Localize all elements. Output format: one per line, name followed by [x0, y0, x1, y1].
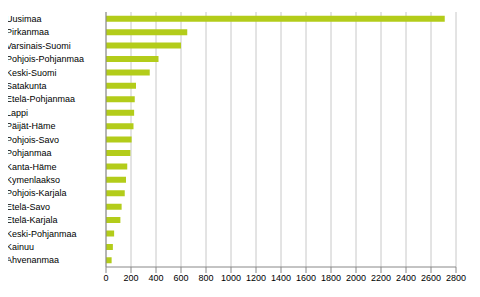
svg-text:Varsinais-Suomi: Varsinais-Suomi — [8, 41, 71, 51]
svg-text:Päijät-Häme: Päijät-Häme — [8, 121, 56, 131]
svg-text:2800: 2800 — [446, 273, 466, 283]
svg-text:800: 800 — [198, 273, 213, 283]
svg-text:Pohjois-Karjala: Pohjois-Karjala — [8, 188, 67, 198]
svg-text:1200: 1200 — [246, 273, 266, 283]
svg-text:Satakunta: Satakunta — [8, 81, 47, 91]
svg-text:1400: 1400 — [271, 273, 291, 283]
svg-text:Pohjois-Pohjanmaa: Pohjois-Pohjanmaa — [8, 54, 84, 64]
svg-text:1800: 1800 — [321, 273, 341, 283]
svg-text:200: 200 — [123, 273, 138, 283]
svg-text:400: 400 — [148, 273, 163, 283]
svg-text:Pohjanmaa: Pohjanmaa — [8, 148, 52, 158]
svg-text:2000: 2000 — [346, 273, 366, 283]
svg-text:Etelä-Savo: Etelä-Savo — [8, 202, 50, 212]
svg-text:Etelä-Pohjanmaa: Etelä-Pohjanmaa — [8, 94, 75, 104]
svg-text:Pirkanmaa: Pirkanmaa — [8, 27, 49, 37]
svg-text:600: 600 — [173, 273, 188, 283]
svg-text:2600: 2600 — [421, 273, 441, 283]
svg-text:Uusimaa: Uusimaa — [8, 14, 42, 24]
svg-text:Etelä-Karjala: Etelä-Karjala — [8, 215, 58, 225]
svg-text:2400: 2400 — [396, 273, 416, 283]
svg-text:Kanta-Häme: Kanta-Häme — [8, 162, 57, 172]
svg-text:1000: 1000 — [221, 273, 241, 283]
svg-text:1600: 1600 — [296, 273, 316, 283]
svg-text:Lappi: Lappi — [8, 108, 28, 118]
svg-text:Ahvenanmaa: Ahvenanmaa — [8, 255, 59, 265]
svg-text:Keski-Suomi: Keski-Suomi — [8, 68, 57, 78]
svg-text:Keski-Pohjanmaa: Keski-Pohjanmaa — [8, 229, 77, 239]
svg-text:0: 0 — [103, 273, 108, 283]
svg-text:Kainuu: Kainuu — [8, 242, 34, 252]
svg-text:Kymenlaakso: Kymenlaakso — [8, 175, 60, 185]
svg-text:2200: 2200 — [371, 273, 391, 283]
svg-text:Pohjois-Savo: Pohjois-Savo — [8, 135, 59, 145]
